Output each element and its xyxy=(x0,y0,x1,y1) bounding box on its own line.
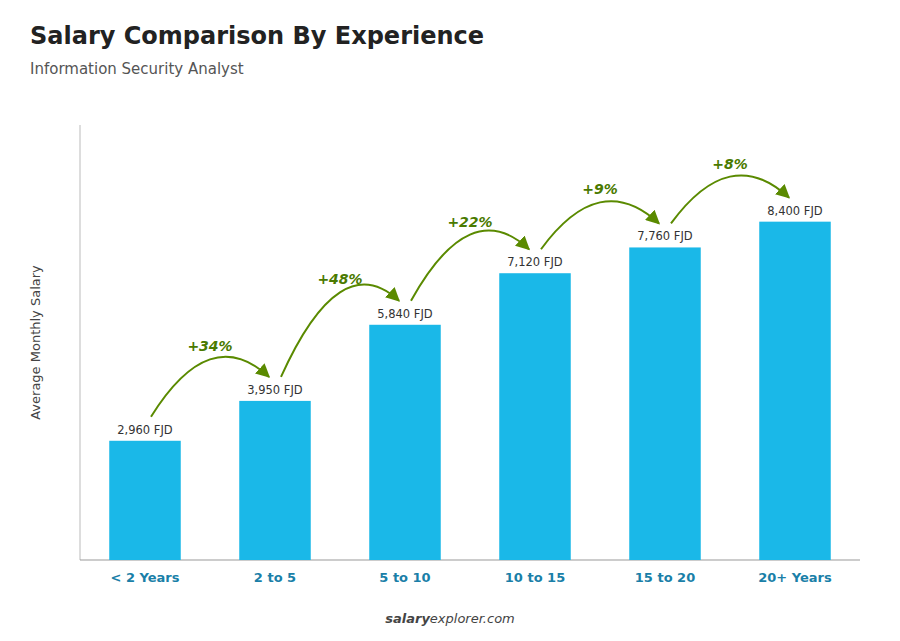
growth-arrow xyxy=(671,175,789,223)
footer: salaryexplorer.com xyxy=(385,611,515,626)
x-tick-label: 2 to 5 xyxy=(254,570,296,585)
chart-container: Salary Comparison By Experience Informati… xyxy=(0,0,900,641)
bar xyxy=(759,222,831,560)
x-axis-line xyxy=(80,560,860,561)
x-tick-label: < 2 Years xyxy=(111,570,180,585)
annotation: +9% xyxy=(582,181,618,197)
data-label: 2,960 FJD xyxy=(117,423,173,437)
x-tick-label: 10 to 15 xyxy=(505,570,565,585)
bar xyxy=(369,325,441,560)
bars xyxy=(109,222,831,560)
data-label: 3,950 FJD xyxy=(247,383,303,397)
data-label: 7,760 FJD xyxy=(637,229,693,243)
annotation: +48% xyxy=(317,271,362,287)
bar xyxy=(239,401,311,560)
growth-arrow xyxy=(151,357,269,417)
footer-part: explorer.com xyxy=(430,611,515,626)
data-label: 8,400 FJD xyxy=(767,204,823,218)
annotation: +8% xyxy=(712,156,748,172)
growth-arrow xyxy=(411,230,529,300)
x-tick-label: 5 to 10 xyxy=(379,570,430,585)
growth-arrow xyxy=(541,201,659,249)
y-axis-line xyxy=(80,125,81,560)
annotation: +34% xyxy=(187,338,232,354)
growth-arrow xyxy=(281,285,399,377)
data-label: 5,840 FJD xyxy=(377,307,433,321)
bar xyxy=(109,441,181,560)
title: Salary Comparison By Experience xyxy=(30,22,484,50)
x-tick-label: 15 to 20 xyxy=(635,570,695,585)
bar xyxy=(499,273,571,560)
annotation: +22% xyxy=(447,214,492,230)
x-tick-label: 20+ Years xyxy=(758,570,832,585)
footer-part: salary xyxy=(385,611,430,626)
data-label: 7,120 FJD xyxy=(507,255,563,269)
bar xyxy=(629,247,701,560)
y-axis-label: Average Monthly Salary xyxy=(28,265,43,420)
subtitle: Information Security Analyst xyxy=(30,60,244,78)
chart: Salary Comparison By Experience Informati… xyxy=(0,0,900,641)
